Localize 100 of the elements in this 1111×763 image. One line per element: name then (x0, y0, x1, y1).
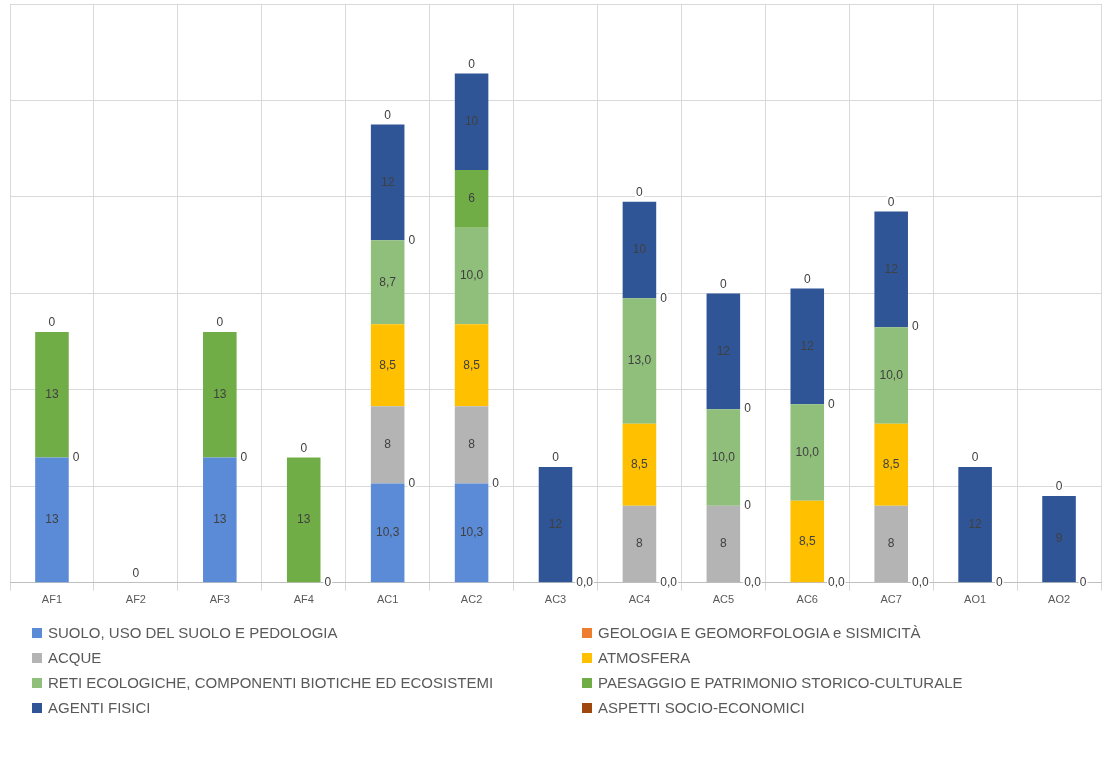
annotation: 0 (1079, 575, 1087, 590)
x-tick-label: AC5 (712, 593, 735, 606)
x-tick-label: AF4 (293, 593, 314, 606)
legend-label: RETI ECOLOGICHE, COMPONENTI BIOTICHE ED ECOSISTEMI (48, 674, 494, 691)
x-tick-label: AO1 (964, 593, 987, 606)
annotation: 0,0 (660, 575, 678, 590)
annotation: 0 (408, 475, 416, 490)
data-label: 12 (800, 338, 815, 353)
data-label: 13 (213, 512, 227, 527)
data-label: 12 (716, 343, 731, 358)
data-label: 0 (803, 271, 811, 286)
data-label: 12 (380, 174, 395, 189)
bar (35, 331, 69, 458)
data-label: 10,0 (459, 268, 484, 283)
data-label: 0 (468, 56, 476, 71)
data-label: 6 (468, 191, 476, 206)
data-label: 10,3 (375, 525, 400, 540)
annotation: 0 (72, 449, 80, 464)
bar (35, 457, 69, 583)
x-tick-label: AF3 (209, 593, 230, 606)
annotation: 0 (744, 401, 752, 416)
data-label: 13 (297, 512, 311, 527)
bar (706, 409, 741, 506)
data-label: 13 (45, 512, 59, 527)
annotation: 0 (492, 475, 500, 490)
annotation: 0,0 (576, 575, 594, 590)
data-label: 13,0 (627, 353, 652, 368)
legend-label: ATMOSFERA (598, 649, 691, 666)
data-label: 10,0 (879, 367, 904, 382)
bar (454, 324, 489, 407)
annotation: 0 (408, 232, 416, 247)
data-label: 8 (384, 437, 392, 452)
data-label: 8,7 (379, 274, 397, 289)
data-label: 9 (1055, 531, 1063, 546)
data-label: 0 (384, 107, 392, 122)
legend-label: ACQUE (48, 649, 102, 666)
data-label: 0 (48, 315, 56, 330)
bar (370, 324, 405, 407)
bar (1042, 495, 1076, 583)
annotation: 0 (828, 396, 836, 411)
annotation: 0 (995, 575, 1003, 590)
annotation: 0,0 (828, 575, 846, 590)
data-label: 0 (887, 194, 895, 209)
legend-label: PAESAGGIO E PATRIMONIO STORICO-CULTURALE (598, 674, 963, 691)
annotation: 0,0 (744, 575, 762, 590)
bar (790, 288, 825, 405)
data-label: 0 (552, 450, 560, 465)
data-label: 0 (216, 315, 224, 330)
bar (370, 483, 405, 583)
x-tick-label: AO2 (1048, 593, 1071, 606)
bar (286, 457, 321, 583)
data-label: 12 (968, 516, 983, 531)
data-label: 13 (45, 387, 59, 401)
annotation: 0 (744, 497, 752, 512)
data-label: 0 (132, 566, 140, 581)
bar (454, 483, 489, 583)
bar (958, 467, 992, 583)
data-label: 10 (632, 242, 647, 257)
data-label: 0 (636, 185, 644, 200)
legend-label: GEOLOGIA E GEOMORFOLOGIA e SISMICITÀ (598, 624, 921, 641)
x-tick-label: AC3 (544, 593, 567, 606)
bar (203, 457, 237, 583)
data-label: 0 (720, 276, 727, 291)
bar (454, 406, 489, 484)
bar (370, 240, 405, 325)
data-label: 8 (720, 536, 727, 551)
bar (370, 124, 405, 241)
x-tick-label: AC4 (628, 593, 651, 606)
bar (874, 423, 908, 506)
x-tick-label: AC2 (460, 593, 483, 606)
legend-label: SUOLO, USO DEL SUOLO E PEDOLOGIA (48, 624, 338, 641)
data-label: 8 (468, 437, 476, 452)
bar (622, 423, 657, 506)
data-label: 8 (887, 536, 895, 551)
data-label: 0 (971, 450, 979, 465)
annotation: 0,0 (911, 575, 929, 590)
bar (790, 404, 825, 501)
data-label: 0 (1055, 479, 1063, 494)
bar (874, 211, 908, 328)
bar (454, 73, 489, 170)
legend-label: ASPETTI SOCIO-ECONOMICI (598, 699, 805, 716)
data-label: 8,5 (379, 357, 397, 372)
bar (203, 331, 237, 458)
data-label: 12 (548, 516, 563, 531)
annotation: 0 (324, 575, 332, 590)
bar (874, 327, 908, 424)
bar (538, 467, 573, 583)
data-label: 12 (884, 261, 899, 276)
bar (454, 227, 489, 325)
data-label: 8,5 (798, 533, 816, 548)
bar (790, 500, 825, 583)
bar (454, 169, 489, 228)
annotation: 0 (660, 290, 668, 305)
x-tick-label: AF2 (125, 593, 146, 606)
data-label: 8,5 (463, 357, 481, 372)
bar (622, 298, 657, 424)
bar (706, 293, 741, 410)
data-label: 13 (213, 387, 227, 401)
data-label: 10,0 (711, 449, 736, 464)
bar (622, 201, 657, 299)
